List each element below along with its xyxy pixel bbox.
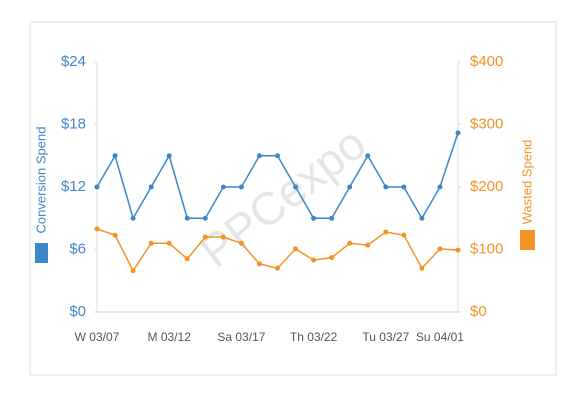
data-point [256, 153, 262, 159]
data-point [220, 234, 226, 240]
x-tick-label: Su 04/01 [416, 330, 464, 344]
data-point [437, 184, 443, 190]
legend-label: Conversion Spend [33, 127, 48, 234]
y-tick-label: $0 [69, 303, 86, 320]
data-point [238, 240, 244, 246]
legend-swatch [35, 243, 48, 263]
data-point [202, 215, 208, 221]
data-point [383, 229, 389, 235]
data-point [455, 247, 461, 253]
y-tick-label: $12 [61, 178, 86, 195]
legend-label: Wasted Spend [519, 140, 534, 225]
data-point [401, 232, 407, 238]
data-point [238, 184, 244, 190]
data-point [166, 153, 172, 159]
y2-tick-label: $0 [470, 303, 487, 320]
data-point [401, 184, 407, 190]
data-point [184, 256, 190, 262]
data-point [130, 268, 136, 274]
data-point [256, 261, 262, 267]
data-point [184, 215, 190, 221]
data-point [293, 246, 299, 252]
data-point [202, 234, 208, 240]
data-point [347, 184, 353, 190]
data-point [419, 265, 425, 271]
x-tick-label: W 03/07 [75, 330, 120, 344]
y-tick-label: $6 [69, 240, 86, 257]
data-point [311, 215, 317, 221]
x-tick-label: Sa 03/17 [217, 330, 265, 344]
data-point [329, 215, 335, 221]
y2-tick-label: $400 [470, 53, 503, 70]
data-point [311, 257, 317, 263]
data-point [130, 215, 136, 221]
data-point [293, 184, 299, 190]
data-point [94, 226, 100, 232]
x-tick-label: Tu 03/27 [362, 330, 409, 344]
data-point [383, 184, 389, 190]
data-point [365, 242, 371, 248]
data-point [112, 232, 118, 238]
y2-tick-label: $200 [470, 178, 503, 195]
data-point [112, 153, 118, 159]
data-point [365, 153, 371, 159]
data-point [455, 130, 461, 136]
y2-tick-label: $300 [470, 115, 503, 132]
data-point [347, 240, 353, 246]
data-point [148, 240, 154, 246]
data-point [220, 184, 226, 190]
data-point [275, 265, 280, 271]
data-point [419, 215, 425, 221]
data-point [329, 255, 335, 261]
data-point [437, 246, 443, 252]
legend-swatch [520, 230, 535, 250]
y2-tick-label: $100 [470, 240, 503, 257]
x-tick-label: Th 03/22 [290, 330, 338, 344]
data-point [166, 240, 172, 246]
x-tick-label: M 03/12 [148, 330, 192, 344]
data-point [148, 184, 154, 190]
y-tick-label: $24 [61, 53, 86, 70]
data-point [94, 184, 100, 190]
chart-frame [29, 21, 557, 376]
y-tick-label: $18 [61, 115, 86, 132]
data-point [275, 153, 280, 159]
